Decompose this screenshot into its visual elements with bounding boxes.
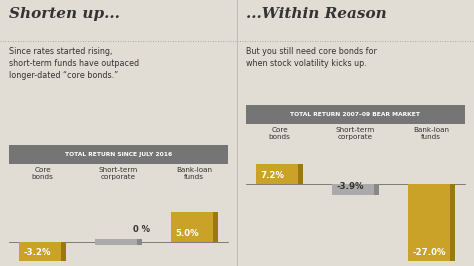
- Bar: [19, 242, 66, 261]
- Bar: [374, 184, 379, 196]
- Text: TOTAL RETURN SINCE JULY 2016: TOTAL RETURN SINCE JULY 2016: [65, 152, 172, 157]
- Text: 7.2%: 7.2%: [261, 172, 285, 180]
- Bar: [213, 212, 218, 242]
- Text: 0 %: 0 %: [133, 225, 150, 234]
- Text: Core
bonds: Core bonds: [32, 167, 54, 180]
- Text: 5.0%: 5.0%: [175, 229, 199, 238]
- Text: -3.9%: -3.9%: [337, 182, 364, 192]
- Text: Short-term
corporate: Short-term corporate: [336, 127, 375, 140]
- Bar: [171, 212, 218, 242]
- Text: Bank-loan
funds: Bank-loan funds: [176, 167, 212, 180]
- Text: But you still need core bonds for
when stock volatility kicks up.: But you still need core bonds for when s…: [246, 47, 377, 68]
- Text: Since rates started rising,
short-term funds have outpaced
longer-dated “core bo: Since rates started rising, short-term f…: [9, 47, 140, 80]
- Bar: [95, 239, 142, 245]
- Bar: [9, 145, 228, 164]
- Text: ...Within Reason: ...Within Reason: [246, 7, 387, 21]
- Text: Shorten up...: Shorten up...: [9, 7, 120, 21]
- Text: Bank-loan
funds: Bank-loan funds: [413, 127, 449, 140]
- Text: Short-term
corporate: Short-term corporate: [99, 167, 138, 180]
- Bar: [332, 184, 379, 196]
- Bar: [246, 105, 465, 124]
- Bar: [137, 239, 142, 245]
- Bar: [256, 164, 303, 184]
- Text: Core
bonds: Core bonds: [269, 127, 291, 140]
- Text: -3.2%: -3.2%: [24, 248, 51, 257]
- Bar: [298, 164, 303, 184]
- Text: TOTAL RETURN 2007–09 BEAR MARKET: TOTAL RETURN 2007–09 BEAR MARKET: [291, 112, 420, 117]
- Bar: [61, 242, 66, 261]
- Bar: [450, 184, 455, 261]
- Text: -27.0%: -27.0%: [412, 248, 446, 257]
- Bar: [408, 184, 455, 261]
